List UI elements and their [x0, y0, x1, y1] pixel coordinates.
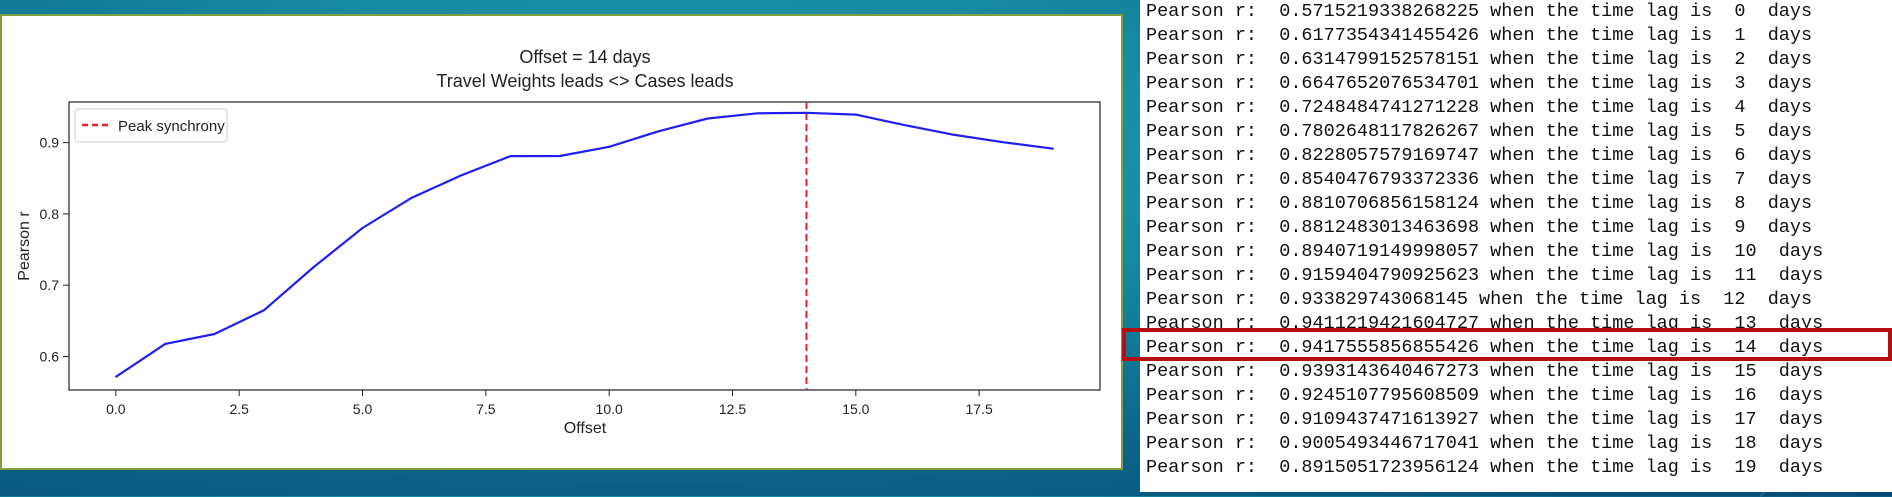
chart-panel: Offset = 14 days Travel Weights leads <>…	[0, 14, 1123, 470]
console-line: Pearson r: 0.8940719149998057 when the t…	[1146, 241, 1824, 262]
data-point	[855, 113, 857, 116]
console-line: Pearson r: 0.9411219421604727 when the t…	[1146, 313, 1824, 334]
data-point	[756, 112, 758, 115]
chart-subtitle: Travel Weights leads <> Cases leads	[436, 71, 733, 91]
data-point	[904, 124, 906, 126]
data-point	[657, 130, 660, 133]
data-point	[460, 174, 462, 177]
console-line: Pearson r: 0.5715219338268225 when the t…	[1146, 1, 1813, 22]
console-line: Pearson r: 0.6314799152578151 when the t…	[1146, 49, 1813, 70]
data-point	[312, 266, 314, 269]
data-point	[263, 309, 265, 312]
legend-box	[74, 108, 228, 143]
data-point	[213, 333, 216, 335]
line-chart: Offset = 14 days Travel Weights leads <>…	[16, 47, 1101, 437]
data-point	[1052, 147, 1054, 150]
console-line: Pearson r: 0.9005493446717041 when the t…	[1146, 433, 1824, 454]
legend: Peak synchrony	[74, 108, 228, 143]
data-point	[953, 134, 956, 136]
console-line: Pearson r: 0.6177354341455426 when the t…	[1146, 25, 1813, 46]
x-tick-label: 2.5	[229, 401, 249, 417]
data-point	[559, 155, 561, 157]
console-line: Pearson r: 0.9159404790925623 when the t…	[1146, 265, 1824, 286]
x-tick-label: 10.0	[596, 401, 623, 417]
data-point	[608, 146, 610, 148]
y-tick-label: 0.9	[40, 135, 60, 151]
console-line: Pearson r: 0.9393143640467273 when the t…	[1146, 361, 1824, 382]
y-axis: 0.6 0.7 0.8 0.9	[40, 135, 69, 364]
series-line	[115, 111, 1054, 378]
data-point	[707, 117, 709, 120]
console-line: Pearson r: 0.8812483013463698 when the t…	[1146, 217, 1813, 238]
x-tick-label: 17.5	[966, 401, 993, 417]
data-point	[164, 343, 166, 345]
x-tick-label: 7.5	[476, 401, 496, 417]
console-line: Pearson r: 0.933829743068145 when the ti…	[1146, 289, 1813, 310]
data-point	[411, 196, 413, 199]
console-line: Pearson r: 0.7248484741271228 when the t…	[1146, 97, 1813, 118]
plot-area	[68, 101, 1101, 391]
y-tick-label: 0.7	[40, 277, 60, 293]
console-line: Pearson r: 0.6647652076534701 when the t…	[1146, 73, 1813, 94]
console-line: Pearson r: 0.8810706856158124 when the t…	[1146, 193, 1813, 214]
chart-title: Offset = 14 days	[519, 47, 650, 67]
console-output: Pearson r: 0.5715219338268225 when the t…	[1140, 0, 1892, 492]
data-point	[361, 227, 364, 229]
y-tick-label: 0.8	[40, 206, 60, 222]
x-tick-label: 12.5	[719, 401, 746, 417]
y-axis-label: Pearson r	[16, 211, 33, 281]
console-line: Pearson r: 0.8915051723956124 when the t…	[1146, 457, 1824, 478]
x-axis-label: Offset	[564, 420, 607, 437]
console-line: Pearson r: 0.8540476793372336 when the t…	[1146, 169, 1813, 190]
series-layer	[115, 111, 1054, 378]
console-line: Pearson r: 0.9245107795608509 when the t…	[1146, 385, 1824, 406]
data-point	[805, 112, 808, 114]
x-axis: 0.0 2.5 5.0 7.5 10.0 12.5 15.0 17.5	[106, 390, 993, 417]
data-point	[1003, 141, 1005, 144]
console-line: Pearson r: 0.9417555856855426 when the t…	[1146, 337, 1824, 358]
x-tick-label: 5.0	[353, 401, 373, 417]
y-tick-label: 0.6	[40, 348, 60, 364]
legend-label: Peak synchrony	[118, 118, 225, 135]
data-point	[509, 155, 512, 157]
data-point	[115, 376, 117, 378]
x-tick-label: 0.0	[106, 401, 126, 417]
console-line: Pearson r: 0.9109437471613927 when the t…	[1146, 409, 1824, 430]
x-tick-label: 15.0	[842, 401, 869, 417]
console-line: Pearson r: 0.7802648117826267 when the t…	[1146, 121, 1813, 142]
console-line: Pearson r: 0.8228057579169747 when the t…	[1146, 145, 1813, 166]
